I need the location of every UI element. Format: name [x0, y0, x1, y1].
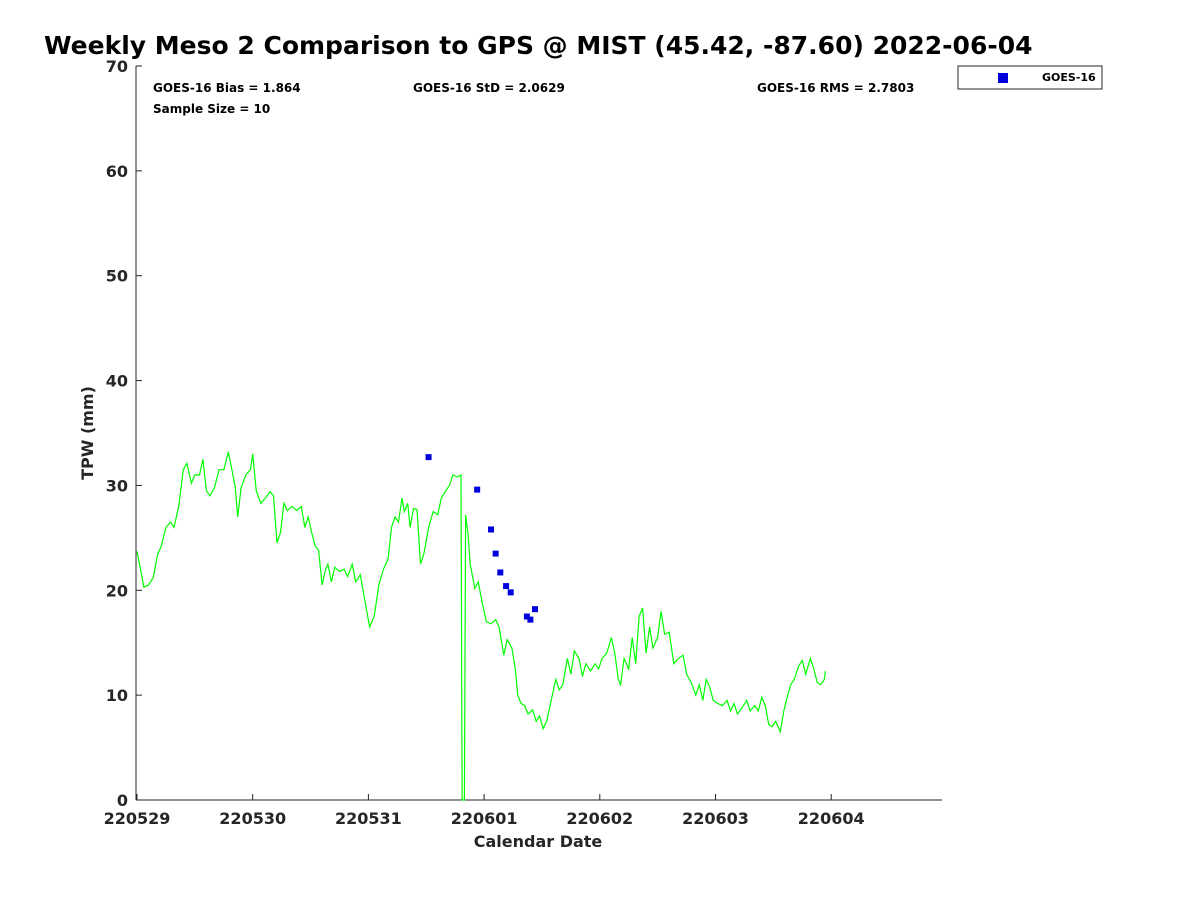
y-axis-label: TPW (mm) [78, 386, 97, 480]
legend-marker-square [998, 73, 1008, 83]
y-tick-label: 70 [106, 57, 128, 76]
goes16-point [523, 613, 530, 620]
goes16-point [425, 454, 432, 461]
goes16-point [492, 550, 499, 557]
legend-label-goes16: GOES-16 [1042, 71, 1096, 84]
y-tick-label: 60 [106, 162, 128, 181]
y-tick-label: 50 [106, 267, 128, 286]
rms-annotation: GOES-16 RMS = 2.7803 [757, 81, 914, 95]
x-tick-label: 220602 [566, 809, 633, 828]
legend: GOES-16 [957, 65, 1103, 90]
x-tick-label: 220529 [104, 809, 171, 828]
x-axis-ticks: 220529 220530 220531 220601 220602 220603 2206… [104, 794, 865, 828]
y-tick-label: 30 [106, 476, 128, 495]
y-tick-label: 20 [106, 581, 128, 600]
goes16-point [532, 606, 539, 613]
x-tick-label: 220531 [335, 809, 402, 828]
goes16-point [488, 526, 495, 533]
goes16-point [497, 569, 504, 576]
y-tick-label: 0 [117, 791, 128, 810]
goes16-point [527, 616, 534, 623]
y-tick-label: 40 [106, 372, 128, 391]
gps-tpw-line [136, 451, 826, 801]
x-tick-label: 220603 [682, 809, 749, 828]
sample-size-annotation: Sample Size = 10 [153, 102, 270, 116]
x-axis-label: Calendar Date [474, 832, 603, 851]
goes16-point [507, 589, 514, 596]
gps-series-line [136, 451, 826, 801]
bias-annotation: GOES-16 Bias = 1.864 [153, 81, 301, 95]
legend-box [957, 65, 1103, 90]
x-tick-label: 220604 [798, 809, 865, 828]
goes16-series-points [425, 454, 539, 623]
y-tick-label: 10 [106, 686, 128, 705]
chart-title: Weekly Meso 2 Comparison to GPS @ MIST (… [44, 31, 1033, 60]
x-tick-label: 220530 [219, 809, 286, 828]
std-annotation: GOES-16 StD = 2.0629 [413, 81, 565, 95]
plot-area [135, 66, 942, 801]
y-axis-ticks: 0 10 20 30 40 50 60 70 [106, 57, 142, 810]
x-tick-label: 220601 [451, 809, 518, 828]
goes16-point [474, 486, 481, 493]
goes16-point [503, 583, 510, 590]
